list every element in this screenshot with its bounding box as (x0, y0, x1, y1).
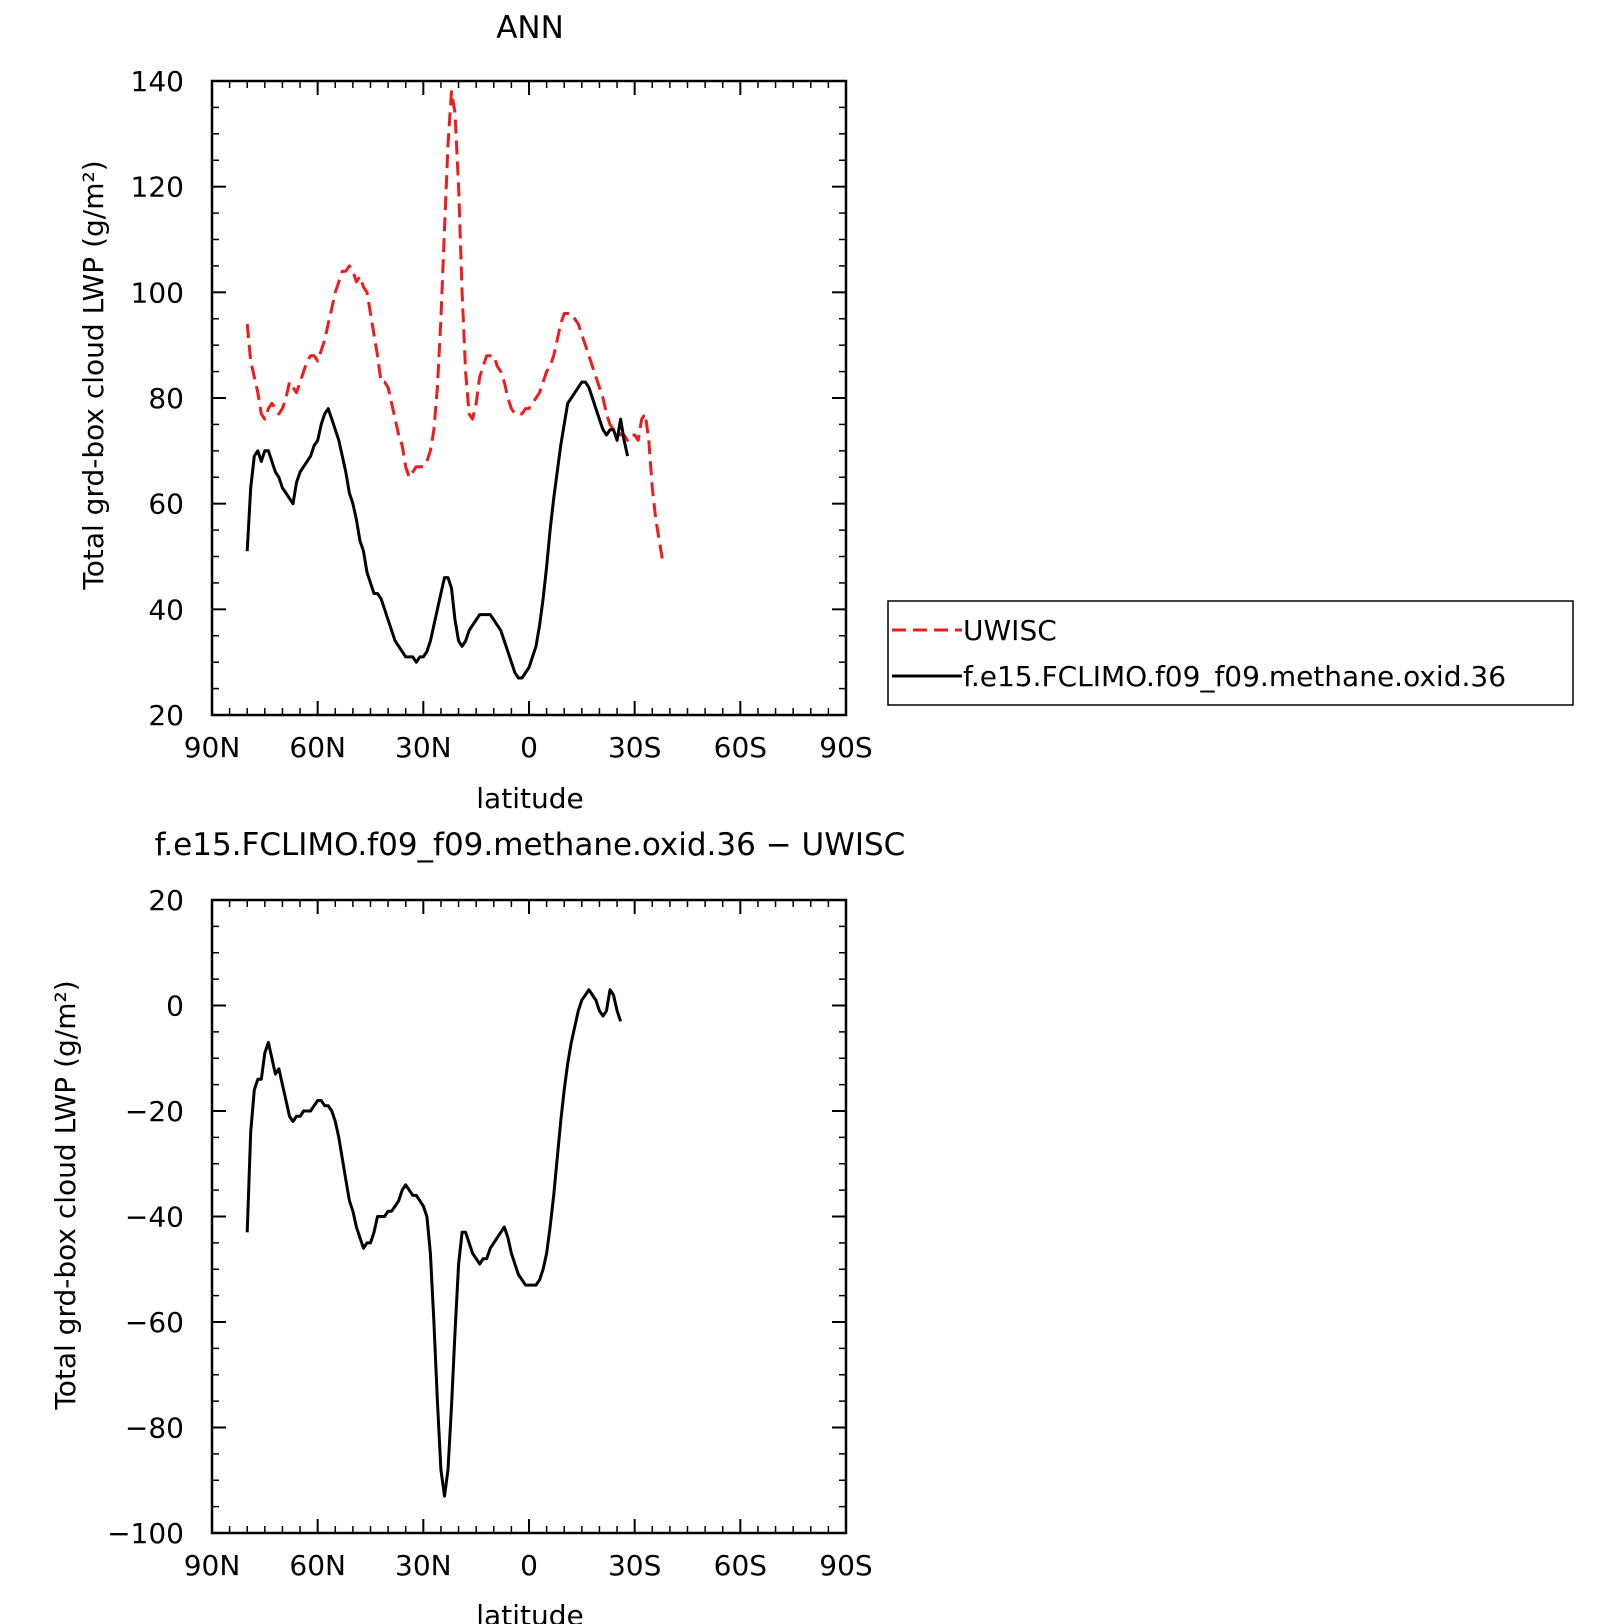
top-chart-plot-frame (210, 79, 848, 717)
top-chart-x-tick-label: 90N (184, 731, 241, 764)
top-chart-x-tick-label: 30N (395, 731, 452, 764)
bottom-chart-ticks: 90N 60N 30N 0 30S 60S 90S −100 −80 −60 −40 −20 0 20 (107, 884, 873, 1582)
top-chart-x-tick-label: 90S (819, 731, 872, 764)
bottom-chart-x-tick-label: 30S (608, 1549, 661, 1582)
bottom-chart-x-tick-label: 30N (395, 1549, 452, 1582)
top-chart-y-tick-label: 100 (131, 276, 184, 309)
top-chart-y-tick-label: 80 (148, 382, 184, 415)
bottom-chart-y-tick-label: −20 (125, 1095, 184, 1128)
bottom-chart-x-tick-label: 60S (714, 1549, 767, 1582)
bottom-chart-y-tick-label: −60 (125, 1306, 184, 1339)
top-chart-ylabel: Total grd-box cloud LWP (g/m²) (77, 160, 110, 590)
bottom-chart-title: f.e15.FCLIMO.f09_f09.methane.oxid.36 − U… (155, 827, 906, 863)
bottom-chart-ylabel: Total grd-box cloud LWP (g/m²) (49, 980, 82, 1410)
top-chart-series-group (245, 90, 665, 680)
legend-label-uwisc: UWISC (963, 614, 1057, 647)
top-chart-x-tick-label: 30S (608, 731, 661, 764)
bottom-chart-x-tick-label: 0 (520, 1549, 538, 1582)
top-chart-x-tick-label: 0 (520, 731, 538, 764)
top-chart-legend: UWISC f.e15.FCLIMO.f09_f09.methane.oxid.… (887, 600, 1574, 706)
top-chart-y-tick-label: 120 (131, 171, 184, 204)
top-chart-y-tick-label: 20 (148, 699, 184, 732)
top-chart-panel: ANN Total grd-box cloud LWP (g/m²) latit… (77, 10, 873, 815)
bottom-chart-y-tick-label: −100 (107, 1517, 184, 1550)
top-chart-x-tick-label: 60N (289, 731, 346, 764)
top-chart-series-line-0 (245, 90, 665, 563)
top-chart-xlabel: latitude (476, 782, 583, 815)
bottom-chart-y-tick-label: −80 (125, 1412, 184, 1445)
bottom-chart-series-group (245, 988, 623, 1498)
top-chart-ticks: 90N 60N 30N 0 30S 60S 90S 20 40 60 80 100 120 140 (131, 65, 873, 764)
bottom-chart-y-tick-label: −40 (125, 1201, 184, 1234)
bottom-chart-x-tick-label: 90S (819, 1549, 872, 1582)
bottom-chart-x-tick-label: 90N (184, 1549, 241, 1582)
legend-box (887, 600, 1574, 706)
bottom-chart-plot-frame (210, 898, 848, 1535)
bottom-chart-series-line-0 (245, 988, 623, 1498)
top-chart-x-tick-label: 60S (714, 731, 767, 764)
top-chart-title: ANN (496, 10, 564, 46)
bottom-chart-x-tick-label: 60N (289, 1549, 346, 1582)
legend-label-model: f.e15.FCLIMO.f09_f09.methane.oxid.36 (963, 660, 1506, 693)
bottom-chart-xlabel: latitude (476, 1599, 583, 1624)
bottom-chart-y-tick-label: 20 (148, 884, 184, 917)
top-chart-y-tick-label: 40 (148, 593, 184, 626)
bottom-chart-y-tick-label: 0 (166, 990, 184, 1023)
top-chart-y-tick-label: 140 (131, 65, 184, 98)
top-chart-series-line-1 (245, 380, 630, 680)
top-chart-y-tick-label: 60 (148, 488, 184, 521)
bottom-chart-panel: f.e15.FCLIMO.f09_f09.methane.oxid.36 − U… (49, 827, 905, 1624)
